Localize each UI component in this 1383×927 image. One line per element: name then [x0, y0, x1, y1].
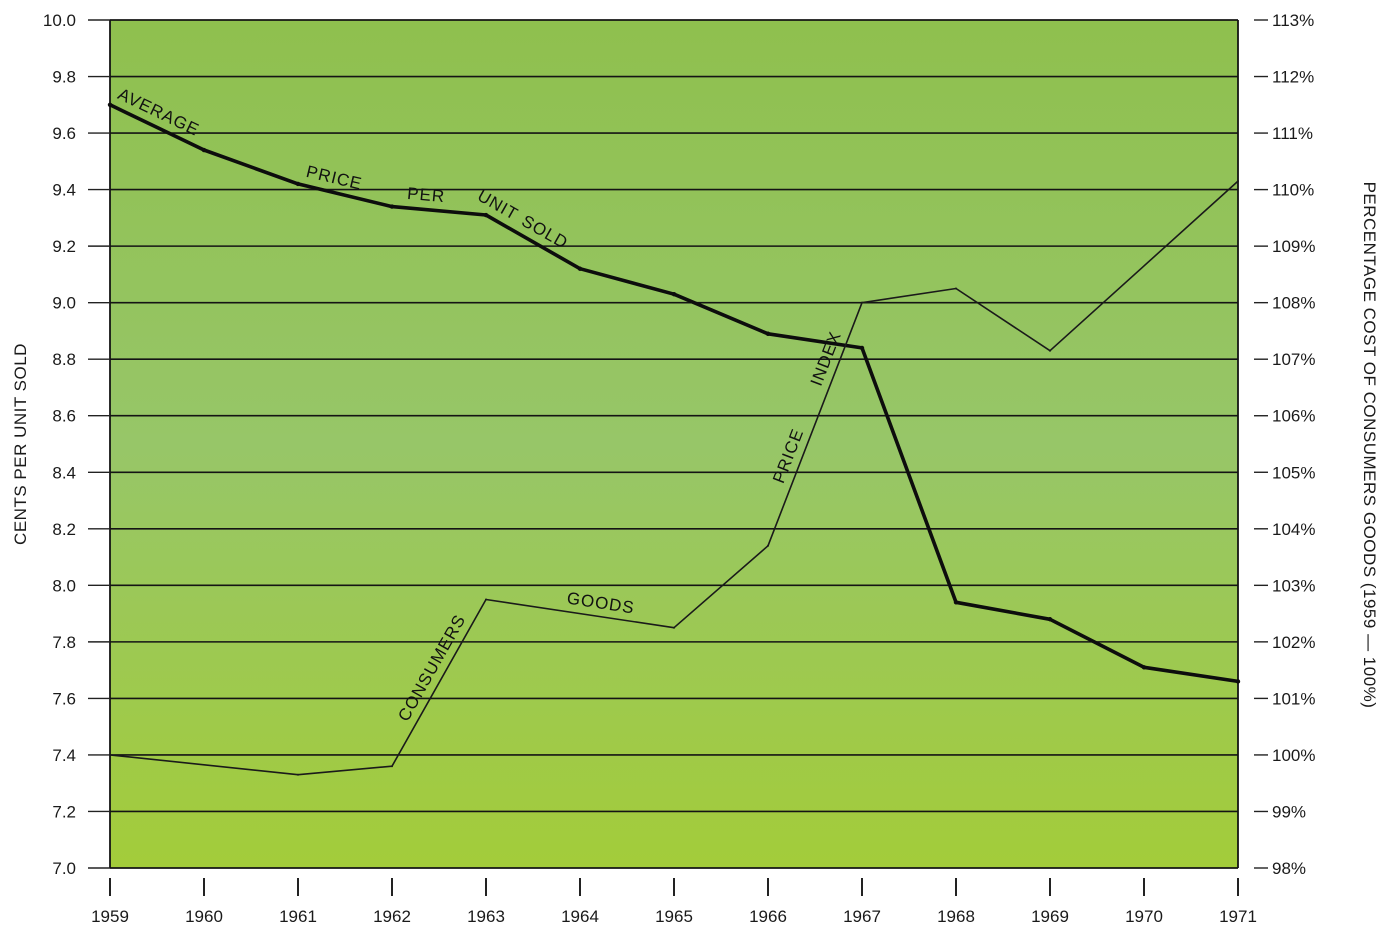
right-tick-label: 109%: [1272, 237, 1315, 256]
x-tick-label: 1969: [1031, 907, 1069, 926]
series-point-1: [577, 266, 583, 271]
left-tick-label: 10.0: [43, 11, 76, 30]
right-tick-label: 104%: [1272, 520, 1315, 539]
left-tick-label: 8.6: [52, 407, 76, 426]
series-point-1: [671, 291, 677, 297]
left-tick-label: 7.8: [52, 633, 76, 652]
right-tick-label: 102%: [1272, 633, 1315, 652]
series-point-1: [1235, 679, 1241, 684]
right-tick-label: 99%: [1272, 802, 1306, 821]
plot-background: [110, 20, 1238, 868]
x-tick-label: 1965: [655, 907, 693, 926]
left-tick-label: 8.4: [52, 463, 76, 482]
right-tick-label: 103%: [1272, 576, 1315, 595]
x-tick-label: 1968: [937, 907, 975, 926]
x-tick-label: 1970: [1125, 907, 1163, 926]
x-axis-ticks: 1959 1960 1961 1962 1963 1964 1965 1966 1967 1968…: [91, 878, 1257, 926]
series-label-1: PER: [406, 184, 446, 206]
series-point-1: [483, 212, 489, 218]
right-tick-label: 100%: [1272, 746, 1315, 765]
series-point-2: [861, 301, 863, 304]
x-tick-label: 1967: [843, 907, 881, 926]
x-tick-label: 1966: [749, 907, 787, 926]
series-point-1: [107, 102, 113, 108]
left-tick-label: 9.0: [52, 294, 76, 313]
right-tick-label: 107%: [1272, 350, 1315, 369]
left-tick-label: 9.6: [52, 124, 76, 143]
left-tick-label: 7.6: [52, 689, 76, 708]
left-tick-label: 8.2: [52, 520, 76, 539]
right-tick-label: 111%: [1272, 124, 1313, 143]
right-axis-ticks: 98% 99% 100% 101% 102% 103% 104% 105% 106% 107% 10…: [1254, 11, 1315, 878]
right-tick-label: 113%: [1272, 11, 1314, 30]
left-tick-label: 9.8: [52, 68, 76, 87]
series-point-2: [297, 773, 299, 776]
grid-lines: [110, 75, 1238, 813]
x-tick-label: 1971: [1219, 907, 1257, 926]
right-tick-label: 105%: [1272, 463, 1315, 482]
series-point-2: [955, 287, 957, 290]
right-tick-label: 101%: [1272, 689, 1315, 708]
series-point-1: [859, 345, 865, 351]
x-tick-label: 1960: [185, 907, 223, 926]
right-tick-label: 98%: [1272, 859, 1306, 878]
x-tick-label: 1964: [561, 907, 599, 926]
right-tick-label: 106%: [1272, 407, 1315, 426]
series-point-2: [767, 544, 769, 547]
right-tick-label: 112%: [1272, 68, 1314, 87]
series-line-2: [109, 180, 1239, 776]
series-point-1: [953, 600, 959, 605]
left-tick-label: 7.4: [52, 746, 76, 765]
left-tick-label: 9.2: [52, 237, 76, 256]
series-point-1: [295, 181, 301, 187]
left-tick-label: 7.2: [52, 802, 76, 821]
series-point-2: [1237, 180, 1239, 183]
x-tick-label: 1962: [373, 907, 411, 926]
series-point-2: [391, 765, 393, 768]
x-tick-label: 1961: [279, 907, 317, 926]
series-point-1: [1047, 617, 1053, 622]
left-axis-title: CENTS PER UNIT SOLD: [11, 343, 30, 545]
series-lines: [107, 102, 1241, 776]
series-point-1: [765, 331, 771, 336]
series-point-2: [485, 598, 487, 601]
axis-frame: [109, 19, 1239, 869]
x-tick-label: 1959: [91, 907, 129, 926]
right-axis-title: PERCENTAGE COST OF CONSUMERS GOODS (1959…: [1360, 182, 1379, 709]
left-axis-ticks: 7.0 7.2 7.4 7.6 7.8 8.0 8.2 8.4 8.6 8.8 9.0 9.2 9.4 9…: [43, 11, 110, 878]
left-tick-label: 8.8: [52, 350, 76, 369]
left-tick-label: 9.4: [52, 181, 76, 200]
series-point-2: [673, 626, 675, 629]
left-tick-label: 8.0: [52, 576, 76, 595]
right-tick-label: 110%: [1272, 181, 1314, 200]
series-point-1: [389, 204, 395, 209]
series-point-2: [1049, 349, 1051, 352]
x-tick-label: 1963: [467, 907, 505, 926]
series-point-1: [1141, 665, 1147, 670]
left-tick-label: 7.0: [52, 859, 76, 878]
right-tick-label: 108%: [1272, 294, 1315, 313]
series-point-2: [109, 753, 111, 756]
series-point-1: [201, 147, 207, 153]
